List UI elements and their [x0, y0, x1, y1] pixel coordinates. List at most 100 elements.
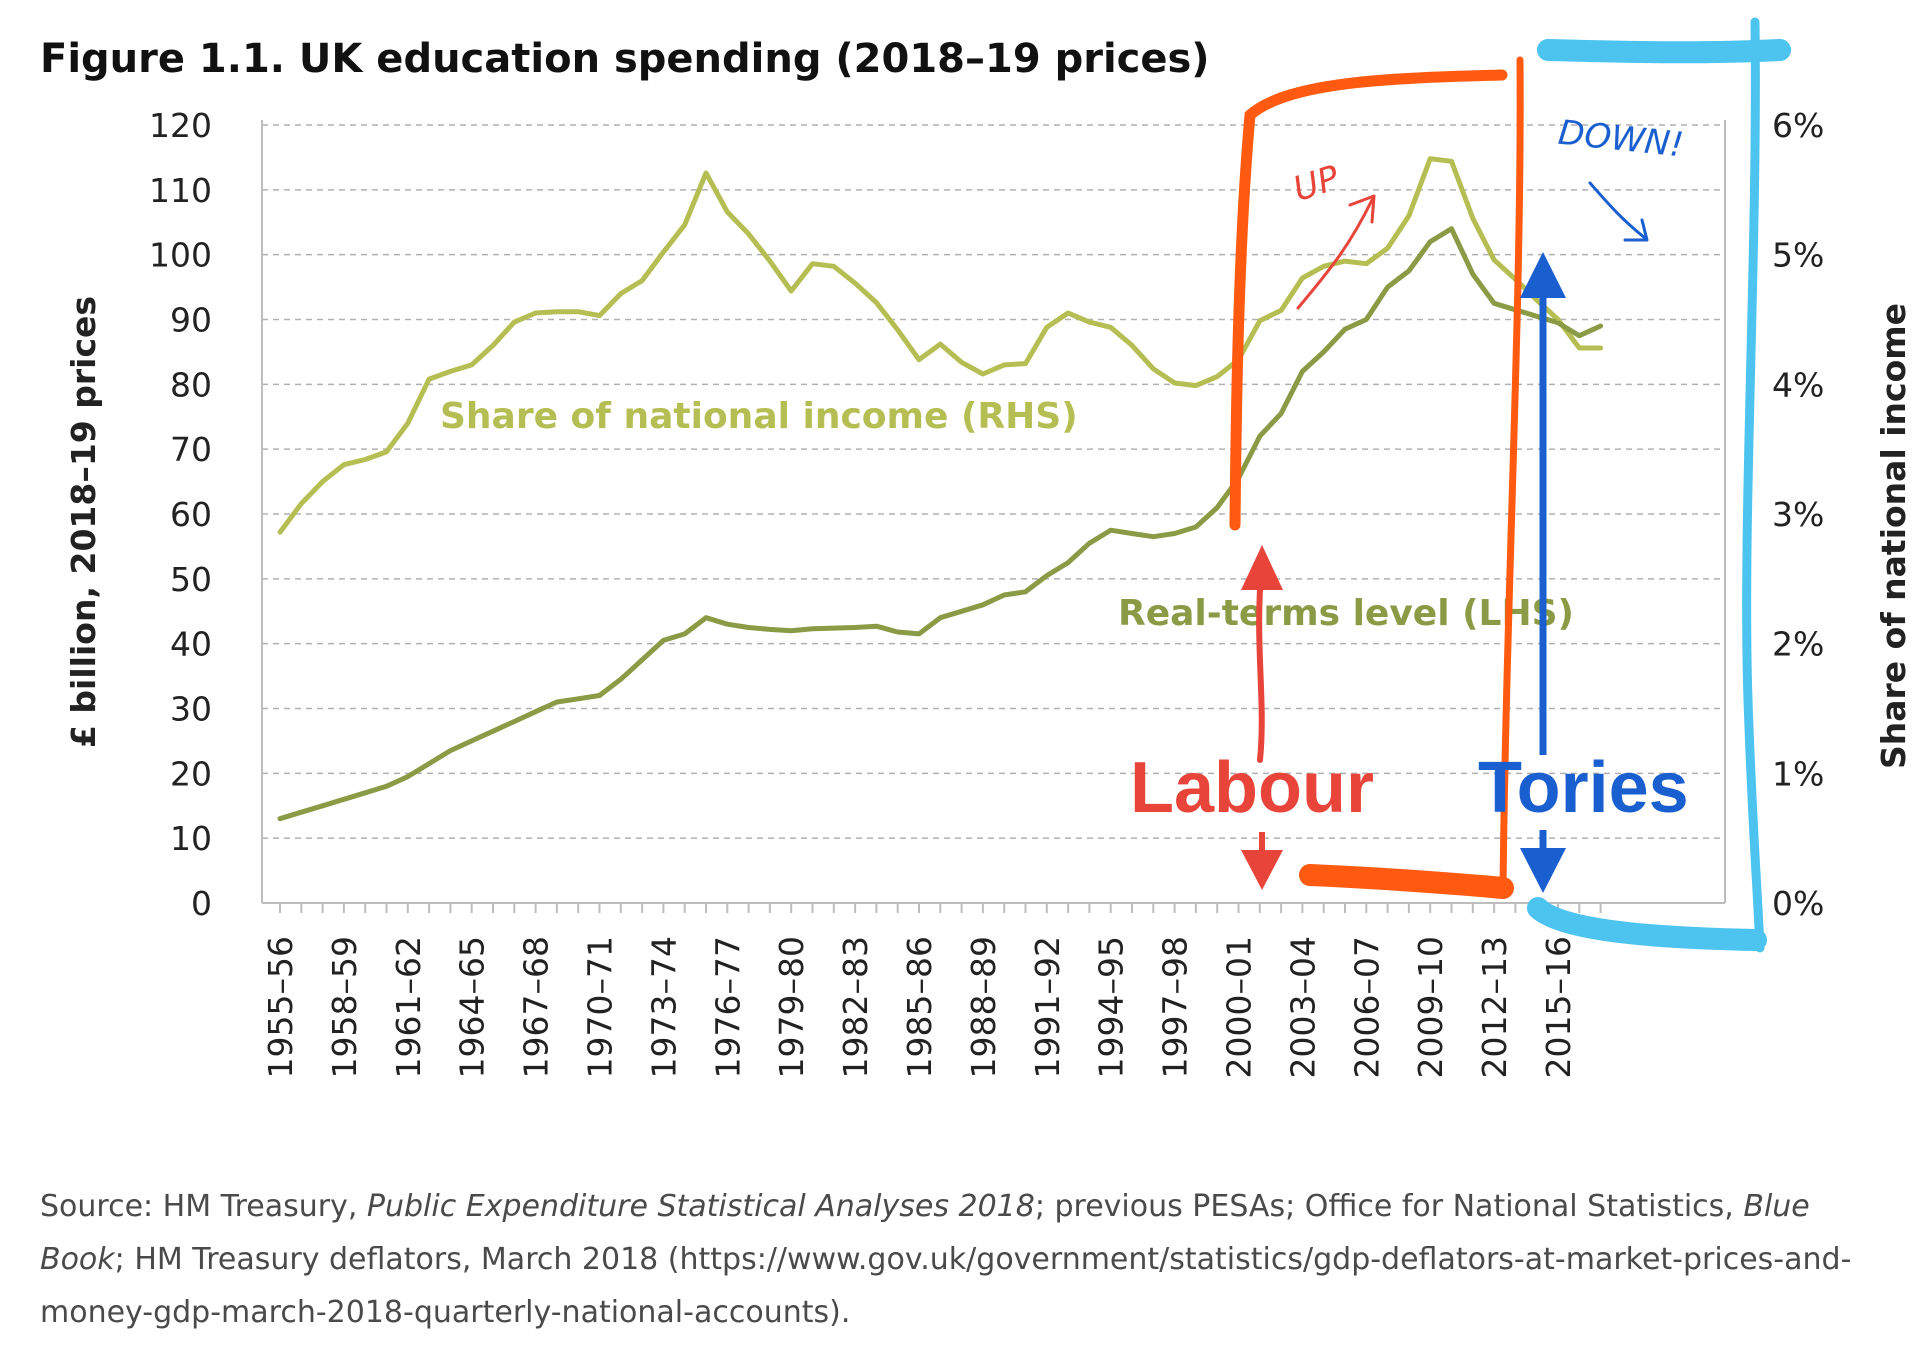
down-arrow-shaft — [1588, 181, 1647, 240]
labour-arrow-up-icon — [1241, 545, 1283, 590]
data-point-real-terms-level — [597, 693, 602, 698]
data-point-share-of-income — [938, 342, 942, 346]
left-tick-label: 10 — [170, 819, 212, 858]
data-point-share-of-income — [555, 310, 559, 314]
data-point-real-terms-level — [789, 629, 793, 633]
data-point-share-of-income — [1173, 381, 1177, 385]
tories-label: Tories — [1478, 748, 1689, 828]
labour-bracket-right — [1499, 56, 1524, 894]
up-arrow-shaft — [1296, 198, 1374, 310]
data-point-share-of-income — [874, 301, 879, 305]
data-point-share-of-income — [363, 457, 367, 462]
data-point-share-of-income — [1023, 362, 1028, 366]
data-point-real-terms-level — [321, 804, 325, 808]
data-point-real-terms-level — [832, 626, 836, 630]
series-points — [278, 157, 1603, 821]
labour-label: Labour — [1130, 748, 1374, 828]
data-point-share-of-income — [747, 232, 751, 236]
data-point-share-of-income — [321, 480, 325, 484]
x-axis-ticks: 1955–56 1958–59 1961–62 1964–65 1967–68 1970–… — [261, 936, 1578, 1078]
left-axis-title: £ billion, 2018–19 prices — [64, 296, 103, 748]
data-point-real-terms-level — [1130, 531, 1134, 536]
source-publication-pesa: Public Expenditure Statistical Analyses … — [366, 1189, 1035, 1224]
data-point-share-of-income — [725, 210, 729, 214]
data-point-share-of-income — [1386, 246, 1390, 250]
data-point-real-terms-level — [747, 625, 751, 630]
data-point-real-terms-level — [406, 775, 410, 779]
right-axis-title: Share of national income — [1874, 303, 1913, 769]
x-tick-label: 1997–98 — [1156, 936, 1195, 1078]
data-point-share-of-income — [1364, 262, 1368, 266]
data-point-real-terms-level — [278, 817, 282, 821]
data-point-share-of-income — [704, 171, 708, 175]
data-point-share-of-income — [896, 328, 900, 332]
x-tick-label: 1958–59 — [325, 936, 364, 1078]
data-point-real-terms-level — [1364, 317, 1368, 322]
right-tick-label: 3% — [1772, 495, 1824, 534]
data-point-share-of-income — [342, 463, 346, 467]
data-point-real-terms-level — [1428, 240, 1432, 244]
x-tick-label: 1967–68 — [517, 936, 556, 1078]
data-point-share-of-income — [1002, 363, 1006, 367]
data-point-real-terms-level — [1002, 593, 1006, 597]
x-tick-label: 1964–65 — [453, 936, 492, 1078]
data-point-real-terms-level — [1300, 369, 1304, 373]
data-point-share-of-income — [491, 343, 495, 347]
data-point-share-of-income — [1279, 308, 1283, 312]
data-point-share-of-income — [1428, 157, 1432, 161]
data-point-real-terms-level — [1471, 272, 1475, 276]
data-point-share-of-income — [1343, 259, 1347, 263]
x-tick-label: 2003–04 — [1283, 936, 1322, 1078]
tories-arrow-down-icon — [1520, 848, 1566, 893]
data-point-real-terms-level — [491, 729, 495, 733]
data-point-real-terms-level — [512, 719, 516, 724]
right-tick-label: 5% — [1772, 236, 1824, 275]
data-point-real-terms-level — [1449, 227, 1454, 231]
data-point-real-terms-level — [384, 784, 389, 788]
data-point-share-of-income — [1109, 325, 1113, 329]
data-point-share-of-income — [960, 360, 964, 364]
data-point-real-terms-level — [576, 697, 580, 701]
annotation-overlay: Labour Tories UP DOWN! — [1130, 17, 1791, 953]
data-point-share-of-income — [512, 320, 516, 324]
down-note: DOWN! — [1556, 113, 1685, 166]
data-point-real-terms-level — [917, 632, 921, 636]
data-point-real-terms-level — [427, 762, 431, 766]
data-point-share-of-income — [1300, 276, 1304, 280]
data-point-real-terms-level — [810, 627, 815, 631]
left-tick-label: 0 — [191, 884, 212, 923]
tories-bracket-bottom — [1527, 897, 1767, 951]
data-point-share-of-income — [299, 502, 303, 506]
data-point-share-of-income — [1556, 317, 1560, 322]
data-point-share-of-income — [917, 358, 921, 362]
x-tick-label: 1979–80 — [772, 936, 811, 1078]
labour-bracket-bottom — [1299, 864, 1514, 899]
right-tick-label: 4% — [1772, 365, 1824, 404]
x-tick-label: 1973–74 — [644, 936, 683, 1078]
right-tick-label: 0% — [1772, 884, 1824, 923]
x-tick-label: 2000–01 — [1220, 936, 1259, 1078]
data-point-real-terms-level — [640, 658, 644, 662]
data-point-share-of-income — [1599, 346, 1603, 350]
left-tick-label: 30 — [170, 690, 212, 729]
labour-arrow-shaft — [1256, 562, 1265, 763]
data-point-share-of-income — [853, 281, 857, 285]
data-point-share-of-income — [832, 264, 836, 268]
data-point-real-terms-level — [448, 749, 452, 753]
x-tick-label: 1982–83 — [836, 936, 875, 1078]
x-tick-label: 1994–95 — [1092, 936, 1131, 1078]
data-point-real-terms-level — [1492, 301, 1496, 305]
up-note: UP — [1289, 158, 1345, 210]
data-point-share-of-income — [427, 377, 431, 381]
data-point-real-terms-level — [1258, 434, 1262, 438]
left-tick-label: 100 — [149, 236, 212, 275]
chart-title: Figure 1.1. UK education spending (2018–… — [40, 36, 1210, 82]
source-publication-blue-book: Blue Book — [40, 1189, 1810, 1277]
data-point-share-of-income — [534, 311, 538, 315]
data-point-real-terms-level — [938, 616, 942, 620]
x-tick-label: 1985–86 — [900, 936, 939, 1078]
x-tick-label: 1961–62 — [389, 936, 428, 1078]
data-point-real-terms-level — [1151, 535, 1155, 539]
data-point-real-terms-level — [555, 700, 559, 704]
series-label-lhs: Real-terms level (LHS) — [1118, 593, 1574, 634]
